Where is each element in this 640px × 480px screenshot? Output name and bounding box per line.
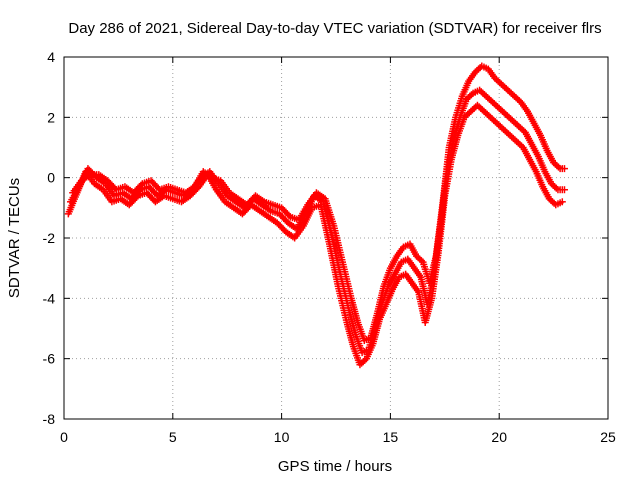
axis-ticks xyxy=(63,56,609,420)
y-tick-label: -4 xyxy=(43,290,56,306)
y-tick-label: 4 xyxy=(47,49,55,65)
series-track-1 xyxy=(64,101,566,369)
series-track-2 xyxy=(67,86,568,357)
y-tick-label: -8 xyxy=(43,411,56,427)
x-tick-label: 0 xyxy=(60,429,68,445)
data-point xyxy=(560,186,568,194)
x-tick-label: 25 xyxy=(600,429,616,445)
x-axis-label: GPS time / hours xyxy=(278,458,392,475)
x-tick-label: 20 xyxy=(491,429,507,445)
y-tick-label: 2 xyxy=(47,109,55,125)
chart-title: Day 286 of 2021, Sidereal Day-to-day VTE… xyxy=(68,20,601,37)
y-tick-label: -2 xyxy=(43,230,56,246)
y-tick-label: -6 xyxy=(43,351,56,367)
y-tick-label: 0 xyxy=(47,170,55,186)
x-tick-label: 10 xyxy=(274,429,290,445)
series-track-3 xyxy=(69,62,568,345)
data-point xyxy=(560,165,568,173)
data-point xyxy=(137,181,145,189)
data-marks xyxy=(64,62,568,369)
y-axis-label: SDTVAR / TECUs xyxy=(6,178,23,298)
data-point xyxy=(558,198,566,206)
data-point xyxy=(285,211,293,219)
x-tick-label: 5 xyxy=(169,429,177,445)
x-tick-label: 15 xyxy=(383,429,399,445)
